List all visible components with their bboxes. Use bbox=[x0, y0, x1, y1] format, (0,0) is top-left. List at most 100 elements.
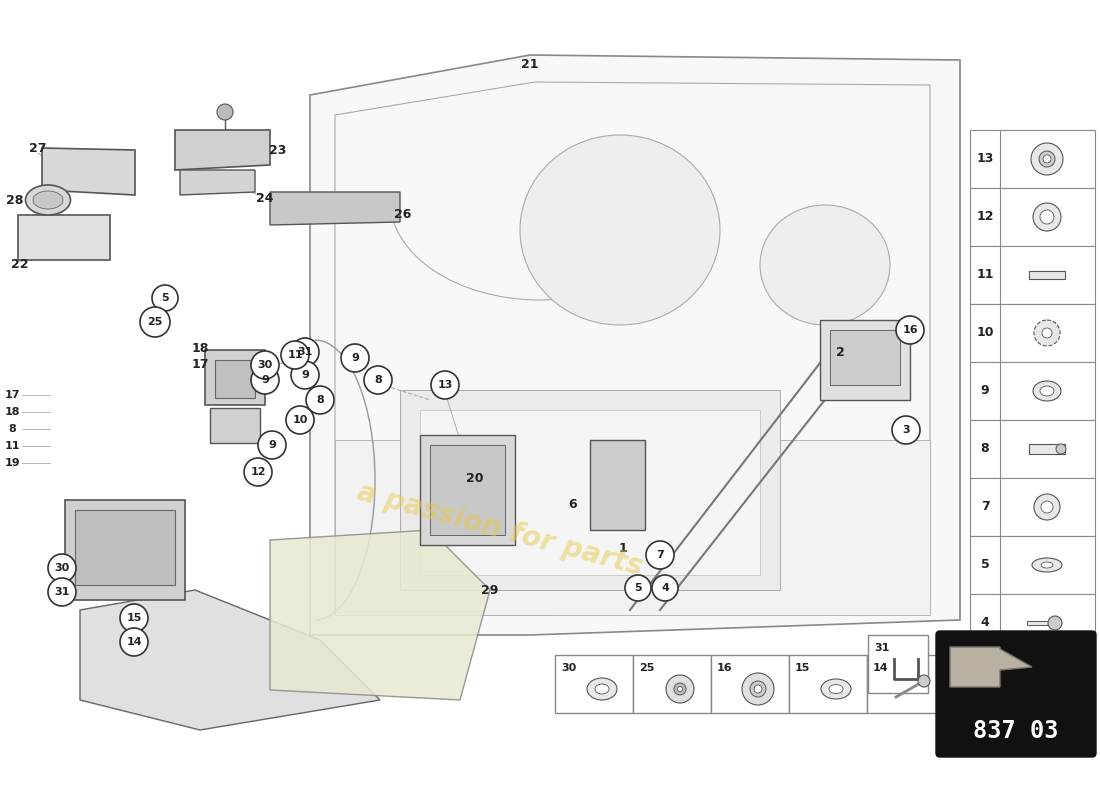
Bar bbox=[970, 362, 1094, 420]
Bar bbox=[210, 408, 260, 443]
Bar bbox=[430, 445, 505, 535]
Text: 1: 1 bbox=[618, 542, 627, 554]
Bar bbox=[556, 655, 632, 713]
Ellipse shape bbox=[1032, 558, 1062, 572]
Ellipse shape bbox=[821, 679, 851, 699]
Ellipse shape bbox=[829, 685, 843, 694]
Text: 837 03: 837 03 bbox=[974, 719, 1058, 743]
Bar bbox=[970, 188, 1094, 246]
Text: 11: 11 bbox=[4, 441, 20, 451]
Text: 11: 11 bbox=[977, 269, 993, 282]
Text: 20: 20 bbox=[466, 471, 484, 485]
Circle shape bbox=[152, 285, 178, 311]
Circle shape bbox=[896, 316, 924, 344]
Bar bbox=[970, 594, 1094, 652]
Polygon shape bbox=[270, 530, 490, 700]
Ellipse shape bbox=[587, 678, 617, 700]
Text: 14: 14 bbox=[873, 663, 889, 673]
Circle shape bbox=[1034, 494, 1060, 520]
Polygon shape bbox=[80, 590, 380, 730]
Text: 8: 8 bbox=[316, 395, 323, 405]
Text: 5: 5 bbox=[980, 558, 989, 571]
Text: 21: 21 bbox=[521, 58, 539, 71]
Text: 16: 16 bbox=[717, 663, 733, 673]
Text: 30: 30 bbox=[257, 360, 273, 370]
Text: 3: 3 bbox=[902, 425, 910, 435]
Bar bbox=[1027, 678, 1057, 683]
Circle shape bbox=[244, 458, 272, 486]
Text: 22: 22 bbox=[11, 258, 29, 271]
Bar bbox=[1028, 444, 1065, 454]
Circle shape bbox=[120, 628, 148, 656]
Bar bbox=[970, 478, 1094, 536]
Text: 12: 12 bbox=[251, 467, 266, 477]
Ellipse shape bbox=[25, 185, 70, 215]
Circle shape bbox=[140, 307, 170, 337]
Circle shape bbox=[1040, 210, 1054, 224]
Text: 9: 9 bbox=[351, 353, 359, 363]
Ellipse shape bbox=[760, 205, 890, 325]
Circle shape bbox=[1033, 203, 1062, 231]
Circle shape bbox=[1049, 673, 1065, 689]
Text: 2: 2 bbox=[836, 346, 845, 358]
Circle shape bbox=[625, 575, 651, 601]
Circle shape bbox=[1031, 143, 1063, 175]
Text: 3: 3 bbox=[981, 674, 989, 687]
Circle shape bbox=[292, 361, 319, 389]
Bar bbox=[711, 655, 789, 713]
Text: 5: 5 bbox=[162, 293, 168, 303]
Circle shape bbox=[918, 675, 930, 687]
Text: 14: 14 bbox=[126, 637, 142, 647]
Bar bbox=[970, 652, 1094, 710]
Text: 9: 9 bbox=[268, 440, 276, 450]
Polygon shape bbox=[950, 647, 1032, 687]
Text: 15: 15 bbox=[126, 613, 142, 623]
Bar bbox=[400, 390, 780, 590]
Text: 27: 27 bbox=[30, 142, 46, 154]
Circle shape bbox=[646, 541, 674, 569]
Text: 8: 8 bbox=[374, 375, 382, 385]
Text: 13: 13 bbox=[438, 380, 453, 390]
Circle shape bbox=[1041, 501, 1053, 513]
Text: 9: 9 bbox=[301, 370, 309, 380]
Circle shape bbox=[341, 344, 368, 372]
Text: 16: 16 bbox=[902, 325, 917, 335]
Text: 23: 23 bbox=[270, 143, 287, 157]
Text: 7: 7 bbox=[980, 501, 989, 514]
Bar bbox=[868, 635, 928, 693]
Bar bbox=[970, 246, 1094, 304]
Text: 9: 9 bbox=[981, 385, 989, 398]
Text: 13: 13 bbox=[977, 153, 993, 166]
Bar bbox=[420, 435, 515, 545]
Text: 31: 31 bbox=[297, 347, 312, 357]
Text: 7: 7 bbox=[656, 550, 664, 560]
Bar bbox=[867, 655, 945, 713]
Polygon shape bbox=[310, 55, 960, 635]
Circle shape bbox=[286, 406, 313, 434]
Ellipse shape bbox=[595, 684, 609, 694]
Circle shape bbox=[674, 683, 686, 695]
Text: 24: 24 bbox=[256, 191, 274, 205]
Text: 8: 8 bbox=[981, 442, 989, 455]
Circle shape bbox=[1056, 444, 1066, 454]
Polygon shape bbox=[18, 215, 110, 260]
Circle shape bbox=[306, 386, 334, 414]
Polygon shape bbox=[270, 192, 400, 225]
Ellipse shape bbox=[1041, 562, 1053, 568]
Bar bbox=[789, 655, 867, 713]
FancyBboxPatch shape bbox=[936, 631, 1096, 757]
Circle shape bbox=[292, 338, 319, 366]
Circle shape bbox=[1034, 320, 1060, 346]
Polygon shape bbox=[42, 148, 135, 195]
Text: 5: 5 bbox=[635, 583, 641, 593]
Text: 31: 31 bbox=[874, 643, 890, 653]
Ellipse shape bbox=[1033, 381, 1062, 401]
Ellipse shape bbox=[33, 191, 63, 209]
Circle shape bbox=[280, 341, 309, 369]
Text: 17: 17 bbox=[4, 390, 20, 400]
Bar bbox=[205, 350, 265, 405]
Text: 29: 29 bbox=[482, 583, 498, 597]
Bar bbox=[632, 655, 711, 713]
Polygon shape bbox=[180, 170, 255, 195]
Circle shape bbox=[1042, 328, 1052, 338]
